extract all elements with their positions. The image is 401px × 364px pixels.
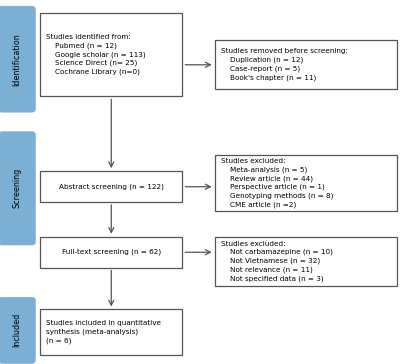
FancyBboxPatch shape: [0, 297, 35, 363]
Text: Studies identified from:
    Pubmed (n = 12)
    Google scholar (n = 113)
    Sc: Studies identified from: Pubmed (n = 12)…: [46, 34, 146, 75]
FancyBboxPatch shape: [0, 6, 35, 112]
Text: Screening: Screening: [12, 168, 22, 209]
FancyBboxPatch shape: [215, 237, 397, 286]
FancyBboxPatch shape: [0, 132, 35, 245]
Text: Included: Included: [12, 313, 22, 348]
Text: Studies excluded:
    Meta-analysis (n = 5)
    Review article (n = 44)
    Pers: Studies excluded: Meta-analysis (n = 5) …: [221, 158, 333, 208]
FancyBboxPatch shape: [40, 13, 182, 96]
Text: Identification: Identification: [12, 33, 22, 86]
FancyBboxPatch shape: [40, 171, 182, 202]
Text: Studies removed before screening:
    Duplication (n = 12)
    Case-report (n = : Studies removed before screening: Duplic…: [221, 48, 348, 81]
Text: Studies included in quantitative
synthesis (meta-analysis)
(n = 6): Studies included in quantitative synthes…: [46, 320, 161, 344]
FancyBboxPatch shape: [40, 237, 182, 268]
FancyBboxPatch shape: [215, 40, 397, 89]
FancyBboxPatch shape: [40, 309, 182, 355]
Text: Full-text screening (n = 62): Full-text screening (n = 62): [62, 249, 161, 255]
Text: Abstract screening (n = 122): Abstract screening (n = 122): [59, 183, 164, 190]
FancyBboxPatch shape: [215, 155, 397, 211]
Text: Studies excluded:
    Not carbamazepine (n = 10)
    Not Vietnamese (n = 32)
   : Studies excluded: Not carbamazepine (n =…: [221, 241, 332, 282]
